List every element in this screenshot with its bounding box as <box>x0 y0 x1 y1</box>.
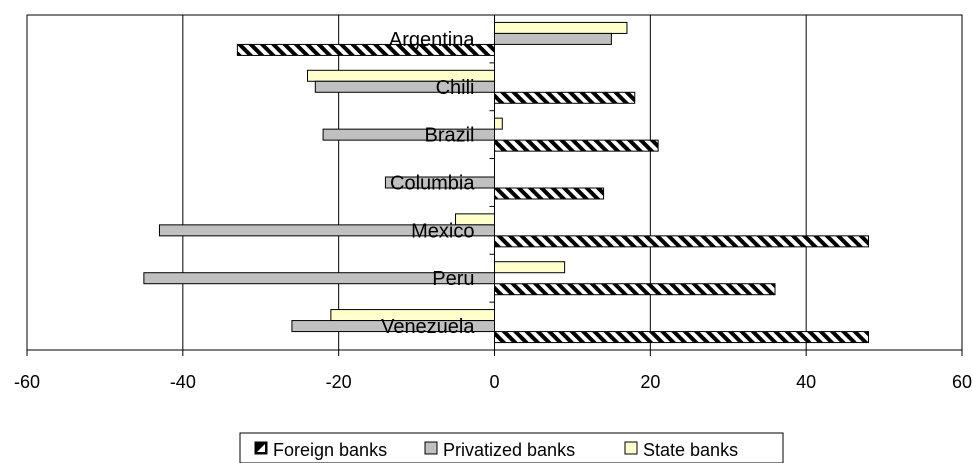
bar-argentina-privatized-banks <box>494 32 612 45</box>
category-label-chili: Chili <box>436 77 475 99</box>
x-tick-label-6: 60 <box>952 372 972 392</box>
category-label-mexico: Mexico <box>411 220 474 242</box>
x-tick-label-5: 40 <box>796 372 816 392</box>
category-label-peru: Peru <box>432 268 474 290</box>
x-tick-label-1: -40 <box>170 372 196 392</box>
category-label-argentina: Argentina <box>389 29 475 51</box>
x-tick-label-0: -60 <box>14 372 40 392</box>
legend-box <box>239 432 784 463</box>
bar-peru-state-banks <box>494 261 566 274</box>
x-tick-label-4: 20 <box>640 372 660 392</box>
legend-swatch-privatized-banks <box>424 441 438 455</box>
bar-columbia-foreign-banks <box>494 187 605 200</box>
legend: Foreign banks Privatized banks State banks <box>239 432 784 463</box>
x-tick-label-3: 0 <box>489 372 499 392</box>
bar-brazil-foreign-banks <box>494 139 659 152</box>
category-label-columbia: Columbia <box>390 173 475 195</box>
legend-label-privatized-banks: Privatized banks <box>443 440 575 460</box>
legend-label-state-banks: State banks <box>643 440 738 460</box>
category-label-brazil: Brazil <box>424 125 474 147</box>
legend-swatch-state-banks <box>624 441 638 455</box>
category-label-venezuela: Venezuela <box>381 316 475 338</box>
x-tick-label-2: -20 <box>326 372 352 392</box>
legend-label-foreign-banks: Foreign banks <box>273 440 387 460</box>
bars <box>143 21 869 344</box>
x-axis: -60 -40 -20 0 20 40 60 <box>14 14 972 392</box>
bar-chili-foreign-banks <box>494 91 636 104</box>
bar-brazil-state-banks <box>494 117 503 130</box>
bar-argentina-state-banks <box>494 21 628 34</box>
legend-swatch-hatch-foreign-banks <box>257 444 265 452</box>
bar-venezuela-foreign-banks <box>494 331 869 344</box>
bar-peru-foreign-banks <box>494 283 776 296</box>
category-labels: Argentina Chili Brazil Columbia Mexico Peru Ve… <box>381 29 475 338</box>
bar-mexico-foreign-banks <box>494 235 869 248</box>
